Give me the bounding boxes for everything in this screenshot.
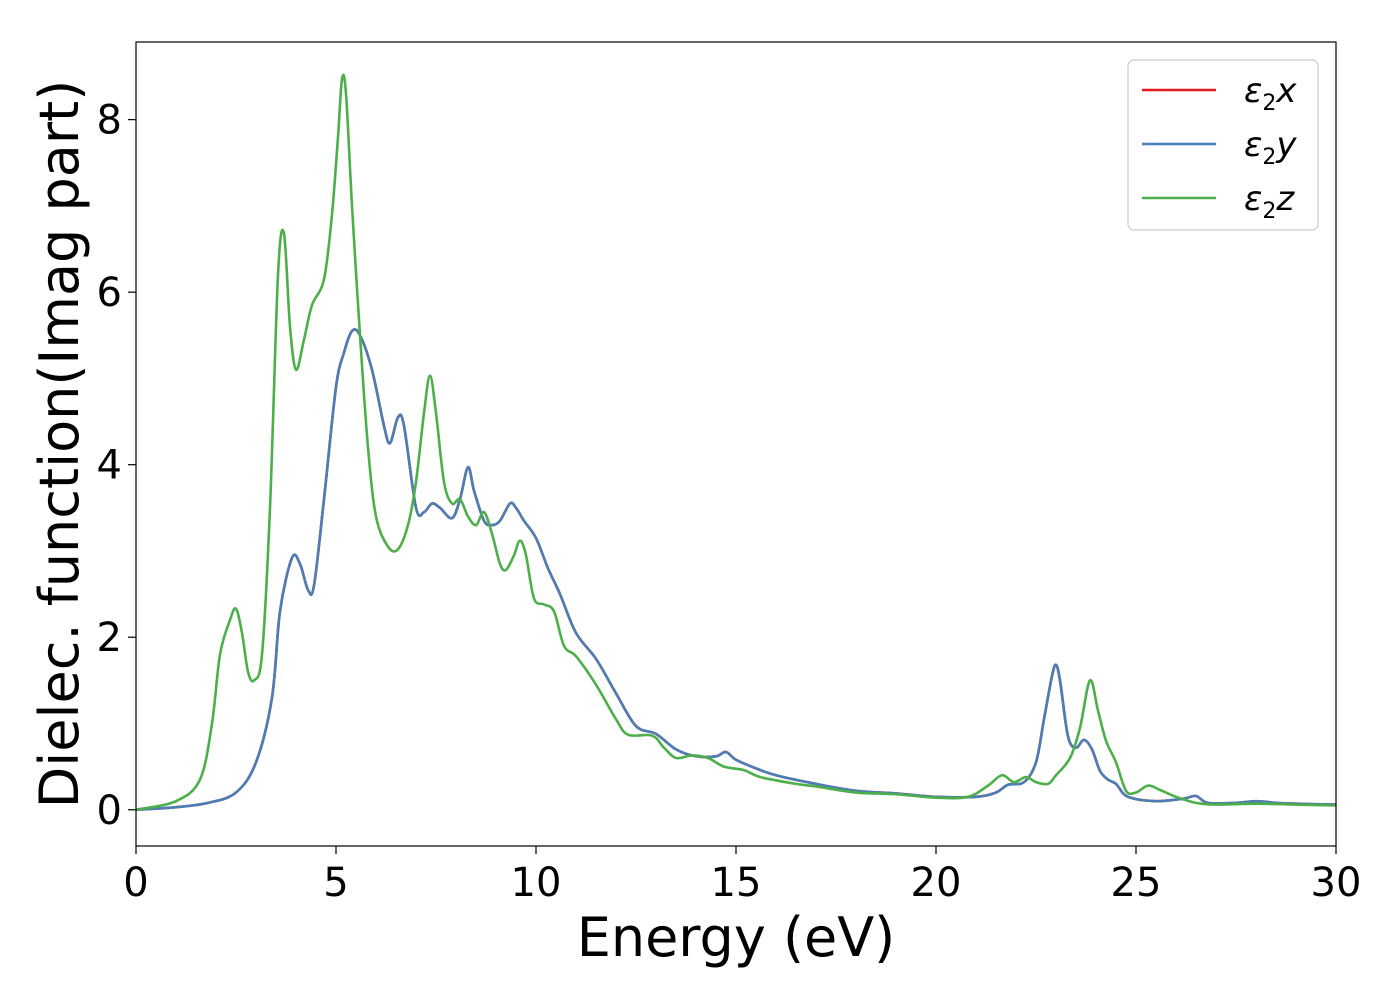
y-tick-label: 6 xyxy=(97,270,122,316)
x-axis-label: Energy (eV) xyxy=(577,906,896,969)
series-line-y xyxy=(136,328,1336,812)
series-layer xyxy=(136,73,1336,812)
y-axis-label: Dielec. function(Imag part) xyxy=(28,80,91,809)
legend-label-x: ε2x xyxy=(1244,71,1297,116)
x-tick-label: 0 xyxy=(123,860,148,906)
x-tick-label: 15 xyxy=(711,860,762,906)
legend-label-y: ε2y xyxy=(1244,125,1297,170)
x-tick-label: 30 xyxy=(1311,860,1362,906)
x-tick-label: 20 xyxy=(911,860,962,906)
y-axis: 0 2 4 6 8 xyxy=(97,98,136,834)
legend-box xyxy=(1127,59,1319,231)
x-tick-label: 5 xyxy=(323,860,348,906)
series-line-z xyxy=(136,73,1336,812)
y-tick-label: 8 xyxy=(97,98,122,144)
y-tick-label: 2 xyxy=(97,615,122,661)
y-tick-label: 0 xyxy=(97,788,122,834)
legend: ε2x ε2y ε2z xyxy=(1127,59,1319,231)
y-tick-label: 4 xyxy=(97,443,122,489)
x-tick-label: 10 xyxy=(511,860,562,906)
x-axis: 0 5 10 15 20 25 30 xyxy=(123,846,1361,906)
legend-label-z: ε2z xyxy=(1244,179,1295,224)
x-tick-label: 25 xyxy=(1111,860,1162,906)
